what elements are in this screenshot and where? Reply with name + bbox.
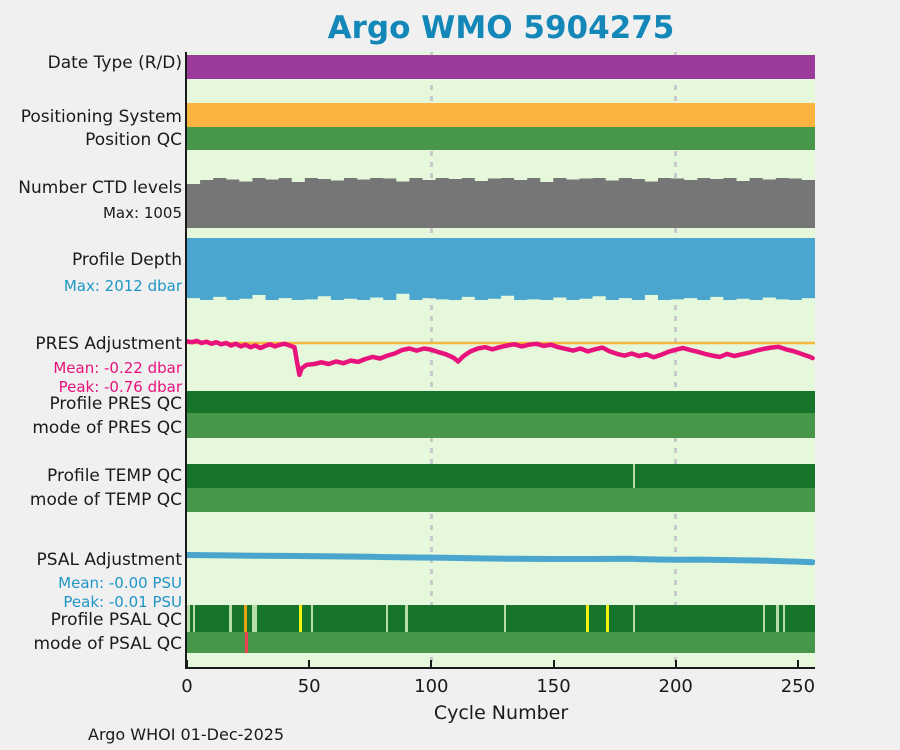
band-position-qc (187, 127, 815, 150)
qc-mark (775, 605, 779, 632)
x-tick-label-150: 150 (536, 676, 571, 697)
label-profile-psal-qc: Profile PSAL QC (50, 610, 182, 630)
series-pres-adjustment (187, 338, 815, 378)
qc-mark (193, 605, 196, 632)
qc-mark (244, 605, 248, 632)
label-mode-temp-qc: mode of TEMP QC (29, 490, 182, 510)
gridline-200 (674, 52, 678, 667)
qc-mark (229, 605, 233, 632)
band-mode-temp-qc (187, 488, 815, 512)
qc-mark (310, 605, 313, 632)
x-tick-100 (430, 660, 433, 667)
label-psal-peak: Peak: -0.01 PSU (63, 593, 182, 611)
label-pres-peak: Peak: -0.76 dbar (58, 378, 182, 396)
x-tick-label-50: 50 (297, 676, 321, 697)
label-profile-temp-qc: Profile TEMP QC (47, 466, 182, 486)
footer-credit: Argo WHOI 01-Dec-2025 (88, 725, 285, 744)
x-tick-150 (552, 660, 555, 667)
plot-area (185, 52, 815, 669)
label-psal-adjustment: PSAL Adjustment (36, 550, 182, 570)
series-psal-adjustment (187, 552, 815, 566)
label-profile-pres-qc: Profile PRES QC (49, 394, 182, 414)
qc-mark (187, 605, 191, 632)
qc-mark (633, 464, 636, 488)
band-ctd-levels (187, 178, 815, 228)
band-date-type (187, 55, 815, 79)
x-tick-label-0: 0 (181, 676, 193, 697)
band-mode-pres-qc (187, 413, 815, 438)
band-profile-psal-qc (187, 605, 815, 632)
label-position-qc: Position QC (85, 130, 182, 150)
label-ctd-levels: Number CTD levels (18, 178, 182, 198)
qc-mark (245, 632, 249, 653)
qc-mark (762, 605, 765, 632)
label-profile-depth: Profile Depth (71, 250, 182, 270)
label-pres-adjustment: PRES Adjustment (35, 334, 182, 354)
label-psal-mean: Mean: -0.00 PSU (58, 574, 182, 592)
qc-mark (386, 605, 389, 632)
x-tick-label-100: 100 (414, 676, 449, 697)
band-positioning-system (187, 103, 815, 127)
label-positioning-system: Positioning System (20, 107, 182, 127)
x-tick-label-200: 200 (658, 676, 693, 697)
x-tick-50 (308, 660, 311, 667)
band-profile-temp-qc (187, 464, 815, 488)
band-profile-pres-qc (187, 391, 815, 413)
label-ctd-max: Max: 1005 (102, 204, 182, 222)
x-tick-200 (674, 660, 677, 667)
qc-mark (783, 605, 786, 632)
label-pres-mean: Mean: -0.22 dbar (53, 359, 182, 377)
x-tick-250 (796, 660, 799, 667)
chart-title: Argo WMO 5904275 (327, 10, 675, 46)
x-tick-0 (186, 660, 188, 667)
band-mode-psal-qc (187, 632, 815, 653)
label-mode-pres-qc: mode of PRES QC (32, 418, 182, 438)
series-layer (187, 178, 815, 566)
qc-mark (633, 605, 636, 632)
qc-mark (251, 605, 257, 632)
label-mode-psal-qc: mode of PSAL QC (33, 634, 182, 654)
qc-mark (405, 605, 409, 632)
label-date-type: Date Type (R/D) (47, 53, 182, 73)
qc-mark (503, 605, 506, 632)
qc-mark (586, 605, 590, 632)
label-depth-max: Max: 2012 dbar (63, 277, 182, 295)
gridline-100 (429, 52, 433, 667)
x-axis-label: Cycle Number (433, 702, 569, 724)
band-profile-depth (187, 238, 815, 300)
x-tick-label-250: 250 (780, 676, 816, 697)
qc-mark (299, 605, 303, 632)
qc-mark (605, 605, 609, 632)
